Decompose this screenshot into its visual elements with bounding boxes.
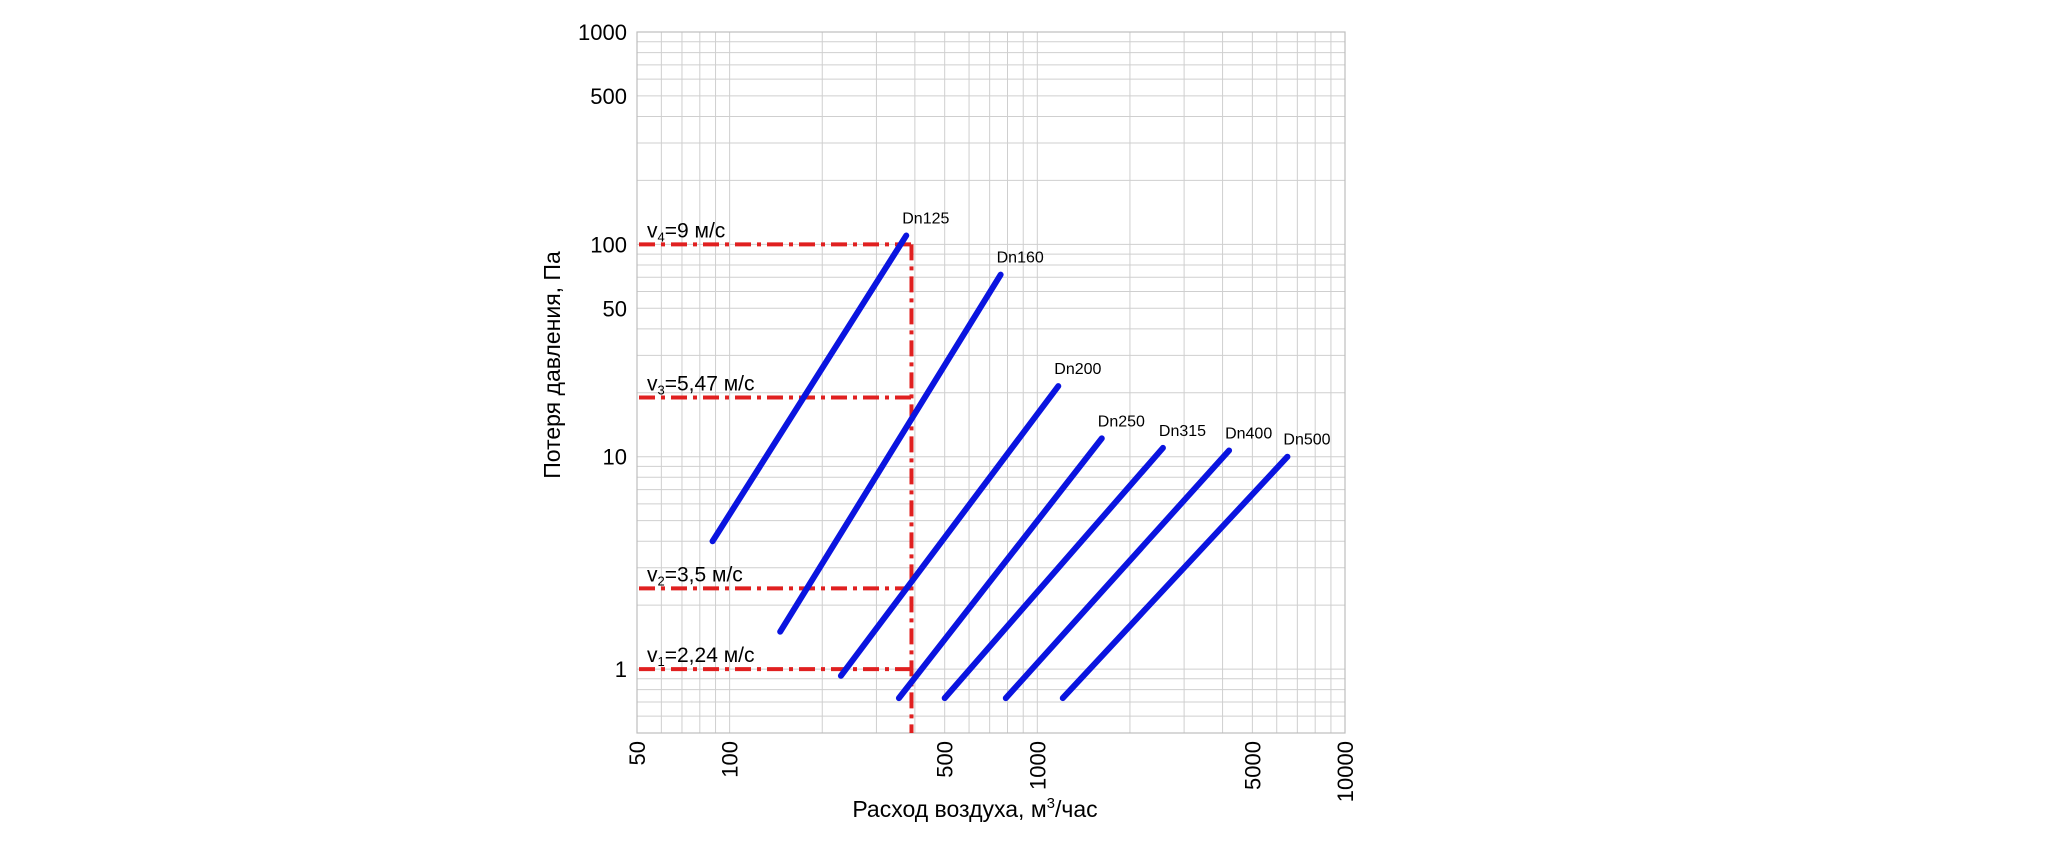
velocity-label: v2=3,5 м/с — [647, 563, 743, 588]
series-label: Dn200 — [1054, 361, 1101, 378]
y-tick-label: 1 — [615, 657, 627, 682]
velocity-label: v4=9 м/с — [647, 219, 725, 244]
velocity-symbol: v — [647, 563, 658, 586]
velocity-symbol: v — [647, 373, 658, 396]
x-tick-label: 50 — [625, 741, 650, 765]
series-line — [837, 383, 1062, 679]
velocity-value: =5,47 м/с — [665, 373, 755, 396]
series-line — [941, 444, 1166, 702]
series-labels: Dn125 Dn160 Dn200 Dn250 Dn315 Dn400 Dn500 — [902, 211, 1330, 449]
series-label: Dn125 — [902, 211, 949, 228]
y-tick-labels: 1 10 50 100 500 1000 — [578, 20, 627, 682]
series-line — [895, 435, 1105, 702]
series-line — [1059, 453, 1291, 702]
reference-lines — [639, 242, 914, 733]
series-line — [1002, 447, 1233, 702]
velocity-value: =3,5 м/с — [665, 563, 743, 586]
grid — [637, 32, 1345, 733]
velocity-symbol: v — [647, 644, 658, 667]
series-label: Dn315 — [1159, 423, 1206, 440]
series-line — [777, 271, 1004, 635]
velocity-subscript: 2 — [658, 573, 665, 588]
velocity-subscript: 3 — [658, 383, 665, 398]
y-axis-title: Потеря давления, Па — [539, 251, 565, 479]
series-label: Dn500 — [1283, 432, 1330, 449]
x-tick-label: 10000 — [1333, 741, 1358, 802]
x-tick-label: 1000 — [1025, 741, 1050, 790]
series-line — [709, 232, 910, 545]
x-axis-title-unit: /час — [1055, 796, 1098, 822]
velocity-label: v3=5,47 м/с — [647, 373, 754, 398]
series-label: Dn250 — [1098, 413, 1145, 430]
x-tick-labels: 50 100 500 1000 5000 10000 — [625, 741, 1358, 802]
plot-frame — [636, 31, 1346, 734]
velocity-subscript: 4 — [658, 229, 665, 244]
velocity-value: =9 м/с — [665, 219, 726, 242]
x-axis-title-sup: 3 — [1047, 795, 1055, 812]
x-axis-title: Расход воздуха, м3/час — [852, 795, 1097, 822]
velocity-value: =2,24 м/с — [665, 644, 755, 667]
series-label: Dn400 — [1225, 425, 1272, 442]
velocity-symbol: v — [647, 219, 658, 242]
y-tick-label: 10 — [603, 445, 627, 470]
velocity-label: v1=2,24 м/с — [647, 644, 754, 669]
x-tick-label: 500 — [933, 741, 958, 778]
velocity-labels: v4=9 м/сv3=5,47 м/сv2=3,5 м/сv1=2,24 м/с — [647, 219, 754, 669]
x-tick-label: 5000 — [1240, 741, 1265, 790]
y-tick-label: 100 — [590, 232, 627, 257]
y-tick-label: 500 — [590, 84, 627, 109]
y-tick-label: 1000 — [578, 20, 627, 45]
velocity-subscript: 1 — [658, 654, 665, 669]
x-tick-label: 100 — [718, 741, 743, 778]
y-tick-label: 50 — [603, 296, 627, 321]
x-axis-title-main: Расход воздуха, м — [852, 796, 1046, 822]
series-label: Dn160 — [997, 250, 1044, 267]
series — [709, 232, 1291, 702]
